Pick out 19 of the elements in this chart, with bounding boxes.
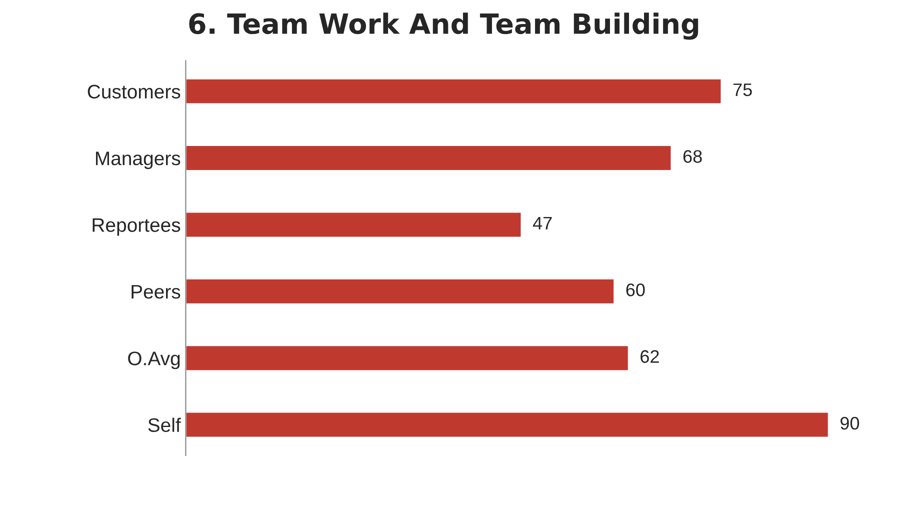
bar	[186, 144, 672, 172]
bar	[186, 278, 615, 305]
bar	[186, 78, 722, 105]
data-label: 75	[733, 84, 752, 96]
bar	[186, 344, 630, 372]
bar	[186, 411, 830, 438]
y-tick-label: Peers	[132, 285, 180, 299]
y-tick-label: Reportees	[92, 218, 180, 236]
bar	[186, 211, 522, 238]
data-label: 68	[683, 150, 702, 163]
y-tick-label: O.Avg	[128, 352, 180, 370]
data-label: 62	[640, 350, 659, 363]
y-tick-label: Customers	[88, 84, 180, 99]
data-label: 47	[532, 216, 552, 230]
y-tick-label: Managers	[96, 152, 180, 170]
chart-title: 6. Team Work And Team Building	[189, 12, 698, 40]
data-label: 60	[626, 283, 645, 296]
y-tick-label: Self	[148, 418, 181, 432]
data-label: 90	[840, 416, 860, 430]
